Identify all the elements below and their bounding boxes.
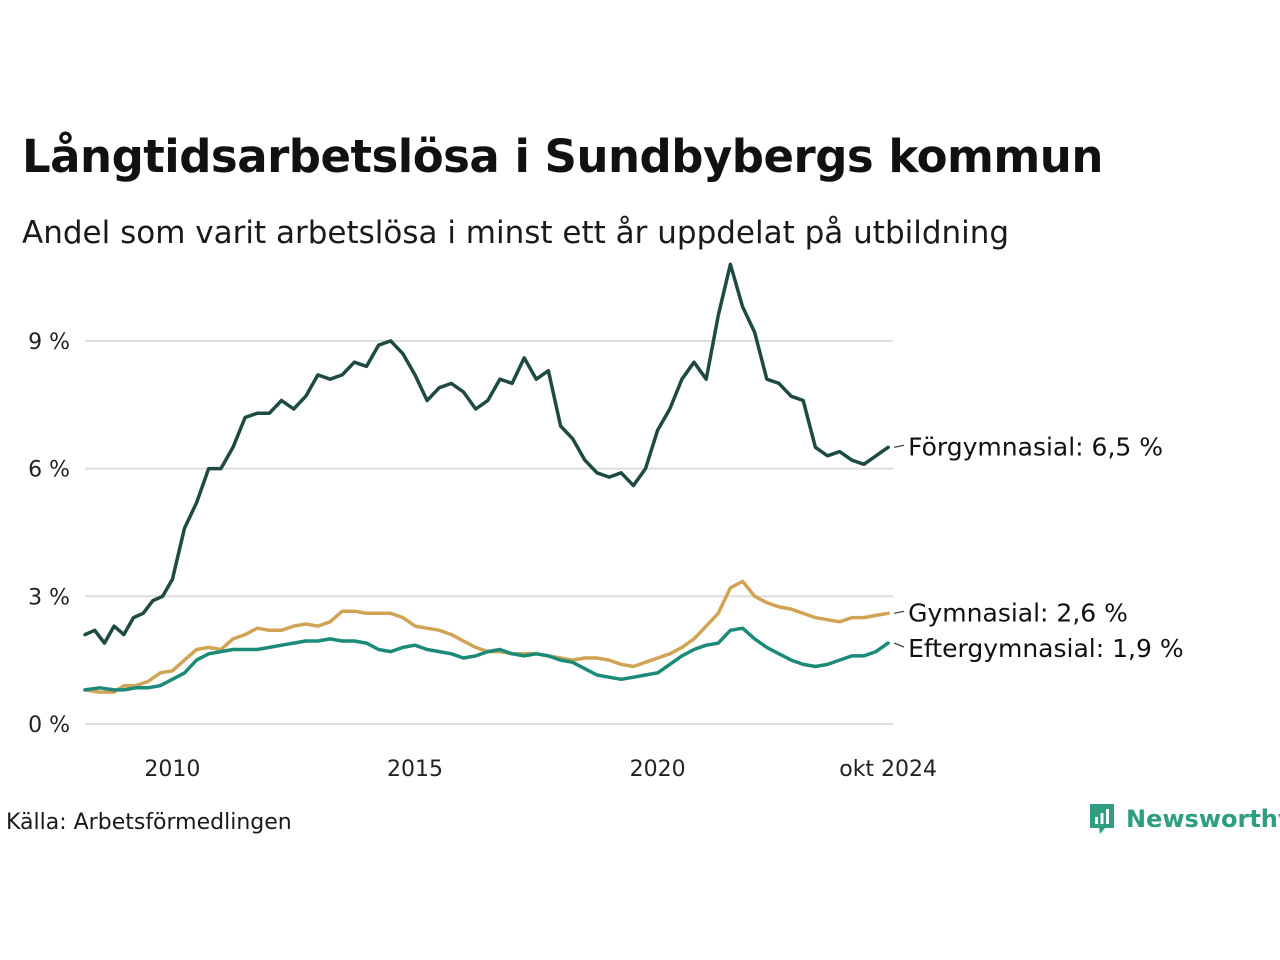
label-connector [894, 610, 905, 614]
x-tick-label: 2020 [630, 757, 686, 782]
y-tick-label: 6 % [28, 458, 70, 483]
end-label-eftergymnasial: Eftergymnasial: 1,9 % [908, 634, 1183, 663]
y-tick-label: 9 % [28, 330, 70, 355]
x-tick-label: 2010 [144, 757, 200, 782]
end-label-gymnasial: Gymnasial: 2,6 % [908, 598, 1128, 627]
newsworthy-logo-icon [1090, 804, 1114, 834]
chart-title: Långtidsarbetslösa i Sundbybergs kommun [22, 130, 1103, 183]
end-label-förgymnasial: Förgymnasial: 6,5 % [908, 432, 1163, 461]
brand-logo: Newsworthy [1088, 802, 1280, 836]
label-connector [893, 642, 905, 648]
y-tick-label: 0 % [28, 713, 70, 738]
chart-subtitle: Andel som varit arbetslösa i minst ett å… [22, 215, 1010, 251]
y-axis: 0 % 3 % 6 % 9 % [28, 330, 70, 738]
x-tick-label: okt 2024 [839, 757, 937, 782]
brand-name: Newsworthy [1126, 805, 1280, 833]
label-connector [894, 444, 905, 448]
x-axis: 2010 2015 2020 okt 2024 [144, 757, 937, 782]
x-tick-label: 2015 [387, 757, 443, 782]
series-line-gymnasial [83, 579, 890, 694]
series-end-labels: Förgymnasial: 6,5 % Gymnasial: 2,6 % Efter… [893, 432, 1184, 663]
series-line-eftergymnasial [83, 626, 890, 692]
series-line-förgymnasial [83, 262, 890, 645]
y-tick-label: 3 % [28, 585, 70, 610]
series-lines [83, 262, 890, 694]
source-note: Källa: Arbetsförmedlingen [6, 810, 292, 835]
